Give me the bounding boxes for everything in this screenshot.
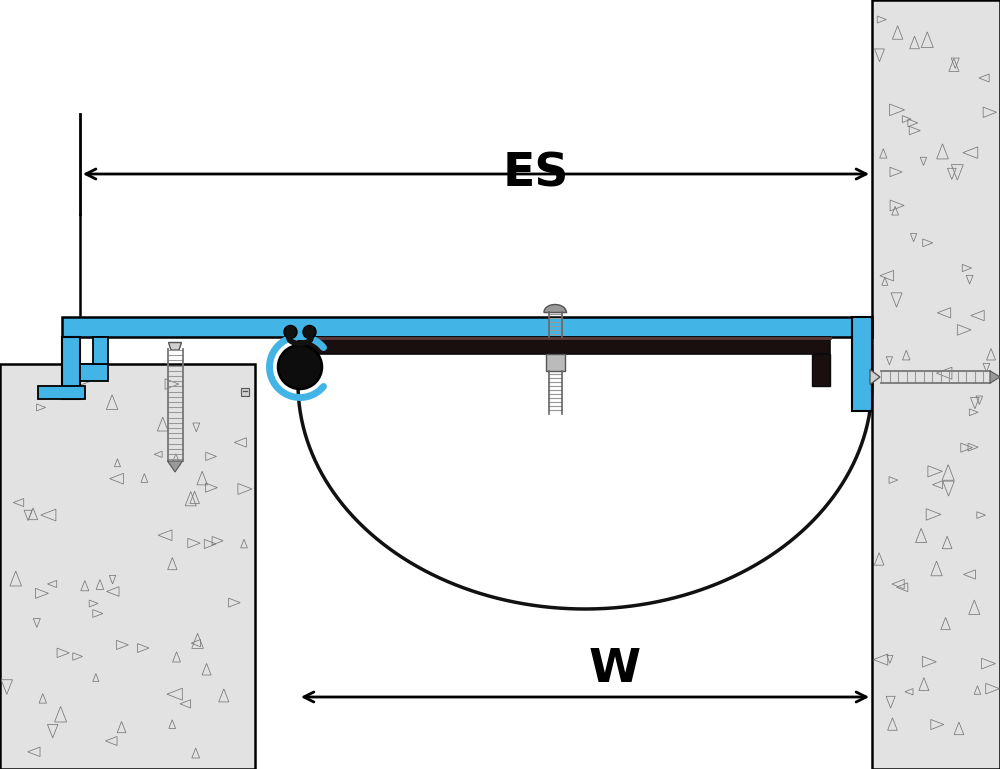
Bar [0, 364, 255, 769]
Bar [812, 354, 830, 386]
Polygon shape [241, 388, 249, 396]
Bar [298, 337, 830, 354]
Bar [38, 386, 85, 399]
Text: W: W [589, 647, 641, 692]
Polygon shape [990, 371, 1000, 383]
Bar [93, 337, 108, 364]
Circle shape [278, 345, 322, 389]
Polygon shape [168, 342, 182, 350]
Bar [872, 0, 1000, 769]
Bar [62, 317, 872, 337]
Text: ES: ES [503, 151, 569, 197]
Bar [255, 0, 872, 769]
Circle shape [284, 325, 297, 338]
Bar [546, 354, 564, 371]
Bar [62, 337, 80, 399]
Polygon shape [168, 461, 182, 472]
Bar [80, 364, 108, 381]
Bar [852, 317, 872, 411]
Polygon shape [870, 369, 880, 384]
Circle shape [303, 325, 316, 338]
